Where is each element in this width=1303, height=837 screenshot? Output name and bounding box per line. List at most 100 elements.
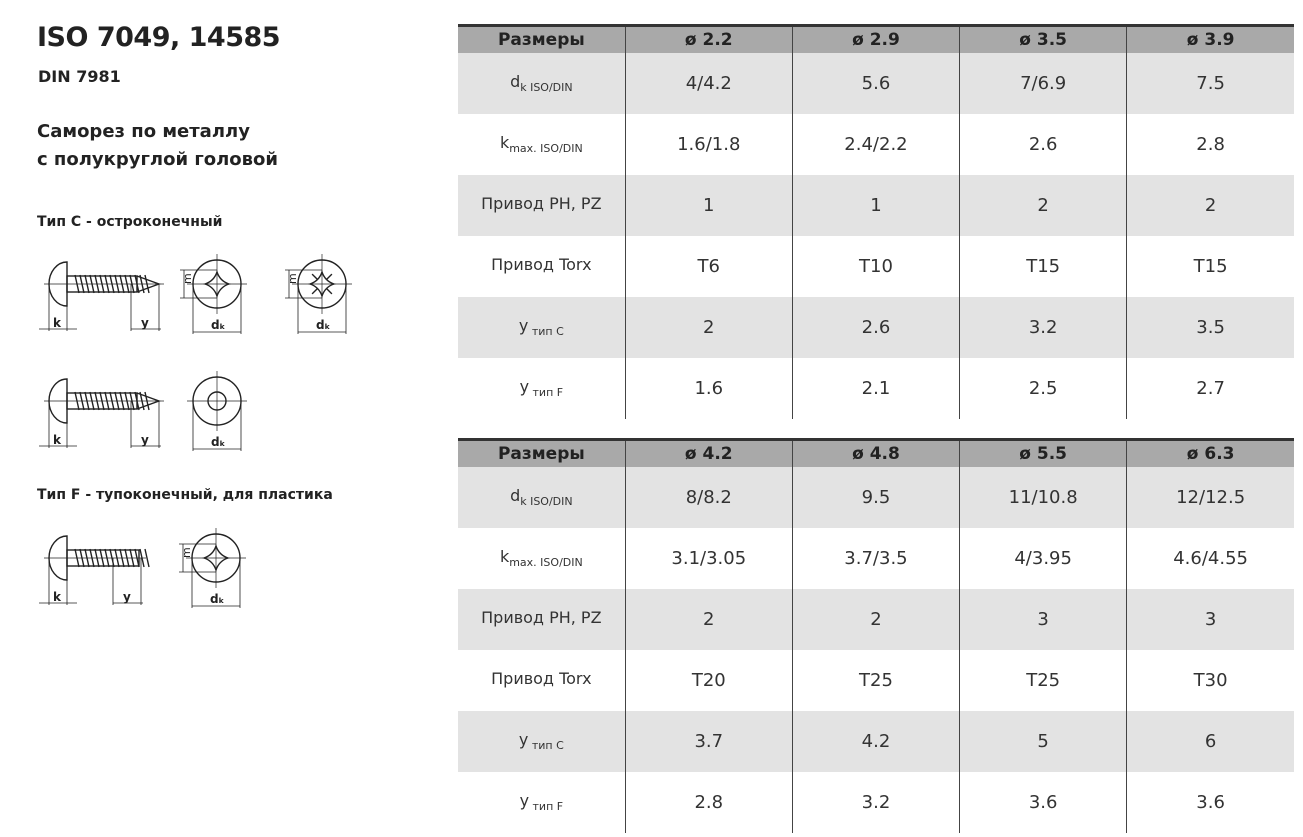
table-cell: 8/8.2 [624, 467, 793, 528]
product-description: Саморез по металлу с полукруглой головой [37, 118, 278, 174]
table-cell: 2.7 [1126, 358, 1294, 419]
row-label-main: y [518, 316, 529, 336]
row-label: y тип C [458, 297, 626, 358]
screw-head-view-pz: dₖ m [285, 254, 352, 334]
row-label-main: y [519, 791, 530, 811]
table-cell: 2 [624, 589, 793, 650]
y-label: y [141, 316, 149, 330]
table-cell: T15 [959, 236, 1127, 297]
column-header: ø 3.5 [959, 24, 1127, 53]
table-cell: 5.6 [791, 53, 960, 114]
dk-label: dₖ [210, 592, 225, 606]
k-label: k [53, 590, 62, 604]
row-label: Привод PH, PZ [458, 175, 626, 236]
table-cell: 3.5 [1126, 297, 1294, 358]
table-cell: 3.6 [959, 772, 1127, 833]
size-table-1: Размеры ø 2.2 ø 2.9 ø 3.5 ø 3.9 dk ISO/DIN 4/4… [458, 24, 1294, 419]
table-cell: 2.1 [791, 358, 960, 419]
table-cell: 3.6 [1126, 772, 1294, 833]
type-f-label: Тип F - тупоконечный, для пластика [37, 487, 333, 503]
row-label-main: Привод PH, PZ [481, 608, 602, 628]
description-line: с полукруглой головой [37, 149, 279, 170]
row-label: Привод Torx [458, 650, 625, 711]
column-header: ø 4.2 [624, 438, 793, 467]
table-cell: T6 [624, 236, 793, 297]
table-cell: T25 [791, 650, 960, 711]
table-cell: 1 [791, 175, 960, 236]
dk-label: dₖ [316, 318, 331, 332]
row-label-sub: тип C [528, 325, 564, 339]
row-label-main: d [510, 72, 521, 92]
table-header-row: Размеры ø 2.2 ø 2.9 ø 3.5 ø 3.9 [458, 24, 1294, 53]
table-cell: 2.6 [959, 114, 1127, 175]
table-cell: T25 [959, 650, 1127, 711]
column-header: ø 6.3 [1126, 438, 1294, 467]
table-row: kmax. ISO/DIN 3.1/3.05 3.7/3.5 4/3.95 4.6/4.… [458, 528, 1294, 589]
table-cell: 4/3.95 [959, 528, 1127, 589]
table-cell: T10 [791, 236, 960, 297]
table-cell: 11/10.8 [959, 467, 1127, 528]
table-row: Привод Torx T20 T25 T25 T30 [458, 650, 1294, 711]
table-cell: 2.5 [959, 358, 1127, 419]
row-label-main: y [519, 377, 530, 397]
row-label: dk ISO/DIN [458, 53, 626, 114]
row-label: y тип F [458, 358, 625, 419]
table-cell: 9.5 [791, 467, 960, 528]
row-label: kmax. ISO/DIN [458, 528, 625, 589]
table-row: Привод Torx T6 T10 T15 T15 [458, 236, 1294, 297]
table-cell: 2.4/2.2 [791, 114, 960, 175]
row-label-sub: k ISO/DIN [520, 81, 573, 95]
standard-title: ISO 7049, 14585 [37, 22, 281, 53]
screw-head-view-torx: dₖ [187, 371, 247, 451]
row-label: dk ISO/DIN [458, 467, 626, 528]
table-cell: 6 [1126, 711, 1294, 772]
row-label-sub: тип F [529, 800, 564, 814]
table-row: y тип C 2 2.6 3.2 3.5 [458, 297, 1294, 358]
table-row: dk ISO/DIN 8/8.2 9.5 11/10.8 12/12.5 [458, 467, 1294, 528]
row-label: Привод PH, PZ [458, 589, 626, 650]
table-cell: 1 [624, 175, 793, 236]
m-label: m [180, 547, 193, 558]
m-label: m [181, 273, 194, 284]
table-cell: 5 [959, 711, 1127, 772]
table-cell: T15 [1126, 236, 1294, 297]
row-label-sub: k ISO/DIN [520, 495, 573, 509]
table-cell: 4.2 [791, 711, 960, 772]
row-label: Привод Torx [458, 236, 625, 297]
table-cell: 7.5 [1126, 53, 1294, 114]
table-header-row: Размеры ø 4.2 ø 4.8 ø 5.5 ø 6.3 [458, 438, 1294, 467]
table-cell: 2.6 [791, 297, 960, 358]
table-cell: 3.7/3.5 [791, 528, 960, 589]
table-cell: T30 [1126, 650, 1294, 711]
k-label: k [53, 433, 62, 447]
table-cell: 2.8 [624, 772, 793, 833]
table-row: kmax. ISO/DIN 1.6/1.8 2.4/2.2 2.6 2.8 [458, 114, 1294, 175]
type-c-label: Тип C - остроконечный [37, 214, 223, 230]
row-label-sub: тип F [529, 386, 564, 400]
size-table-2: Размеры ø 4.2 ø 4.8 ø 5.5 ø 6.3 dk ISO/DIN 8/8… [458, 438, 1294, 833]
row-label-main: y [518, 730, 529, 750]
column-header: ø 3.9 [1126, 24, 1294, 53]
k-label: k [53, 316, 62, 330]
table-cell: 3 [1126, 589, 1294, 650]
table-cell: 2 [1126, 175, 1294, 236]
y-label: y [141, 433, 149, 447]
table-cell: 4/4.2 [624, 53, 793, 114]
row-label-main: Привод Torx [491, 255, 592, 275]
y-label: y [123, 590, 131, 604]
row-label-sub: max. ISO/DIN [509, 556, 583, 570]
m-label: m [286, 273, 299, 284]
table-cell: 2 [624, 297, 793, 358]
row-label: y тип C [458, 711, 626, 772]
row-label-main: k [499, 547, 510, 567]
table-row: dk ISO/DIN 4/4.2 5.6 7/6.9 7.5 [458, 53, 1294, 114]
row-label-main: Привод Torx [491, 669, 592, 689]
column-header: ø 5.5 [959, 438, 1127, 467]
row-label-main: k [499, 133, 510, 153]
dk-label: dₖ [211, 318, 226, 332]
table-cell: 3.7 [624, 711, 793, 772]
